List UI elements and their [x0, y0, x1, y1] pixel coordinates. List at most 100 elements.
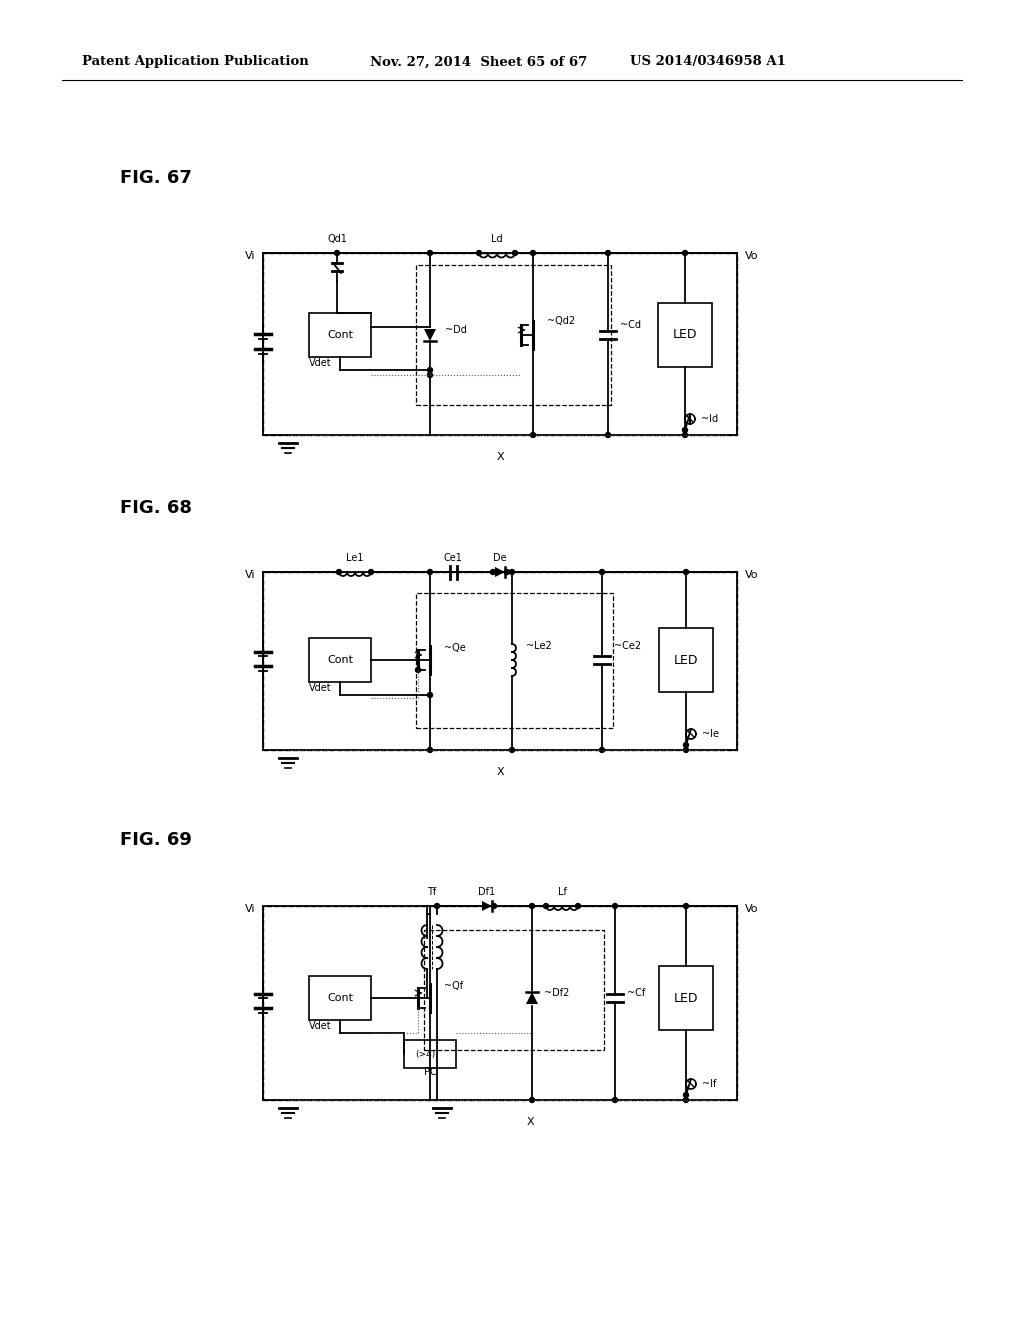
Text: ~Qf: ~Qf: [444, 981, 463, 991]
Text: LED: LED: [674, 991, 698, 1005]
Circle shape: [427, 367, 432, 372]
Bar: [416, 265, 610, 405]
Circle shape: [683, 742, 688, 747]
Polygon shape: [424, 329, 436, 341]
Text: Vdet: Vdet: [309, 1020, 332, 1031]
Circle shape: [434, 903, 439, 908]
Bar: [416, 593, 612, 727]
Text: Vi: Vi: [245, 904, 255, 913]
Circle shape: [335, 251, 340, 256]
Circle shape: [490, 569, 496, 574]
Text: Cont: Cont: [327, 330, 353, 341]
Text: ~Qd2: ~Qd2: [547, 315, 575, 326]
Circle shape: [612, 1097, 617, 1102]
Circle shape: [529, 903, 535, 908]
Text: ~Cd: ~Cd: [620, 319, 641, 330]
Circle shape: [683, 569, 688, 574]
Circle shape: [369, 569, 374, 574]
Text: Vo: Vo: [745, 251, 759, 261]
Text: ~Dd: ~Dd: [445, 325, 467, 335]
Circle shape: [530, 251, 536, 256]
Text: Cont: Cont: [327, 655, 353, 665]
Text: Vdet: Vdet: [309, 358, 332, 368]
Circle shape: [505, 569, 510, 574]
Polygon shape: [482, 902, 492, 911]
Circle shape: [510, 569, 514, 574]
Text: ~If: ~If: [702, 1078, 717, 1089]
Text: ~Le2: ~Le2: [526, 642, 552, 651]
Text: ~Id: ~Id: [701, 414, 718, 424]
Text: Vi: Vi: [245, 570, 255, 579]
Text: De: De: [494, 553, 507, 564]
Text: Vi: Vi: [245, 251, 255, 261]
Bar: [404, 1040, 456, 1068]
Text: Nov. 27, 2014  Sheet 65 of 67: Nov. 27, 2014 Sheet 65 of 67: [370, 55, 587, 69]
Text: US 2014/0346958 A1: US 2014/0346958 A1: [630, 55, 785, 69]
Text: ~Ie: ~Ie: [702, 729, 719, 739]
Text: Qd1: Qd1: [327, 234, 347, 244]
Text: Ld: Ld: [492, 234, 503, 244]
Circle shape: [575, 903, 581, 908]
Text: ~Ce2: ~Ce2: [614, 642, 641, 651]
Circle shape: [683, 428, 687, 433]
Circle shape: [544, 903, 549, 908]
Circle shape: [612, 903, 617, 908]
Bar: [263, 572, 737, 750]
Circle shape: [492, 903, 497, 908]
Text: Lf: Lf: [557, 887, 566, 898]
Circle shape: [427, 747, 432, 752]
Circle shape: [337, 569, 341, 574]
Circle shape: [605, 251, 610, 256]
Text: Vo: Vo: [745, 570, 759, 579]
Text: Vo: Vo: [745, 904, 759, 913]
Text: Df1: Df1: [478, 887, 496, 898]
Text: FIG. 67: FIG. 67: [120, 169, 191, 187]
Circle shape: [510, 747, 514, 752]
Circle shape: [683, 747, 688, 752]
Text: Le1: Le1: [346, 553, 364, 564]
Circle shape: [476, 251, 481, 256]
Circle shape: [683, 251, 687, 256]
Bar: [309, 975, 371, 1020]
Bar: [263, 906, 737, 1100]
Bar: [658, 304, 712, 367]
Polygon shape: [526, 993, 538, 1005]
Circle shape: [427, 693, 432, 697]
Circle shape: [599, 569, 604, 574]
Text: X: X: [497, 767, 504, 777]
Text: Cont: Cont: [327, 993, 353, 1003]
Text: LED: LED: [674, 653, 698, 667]
Circle shape: [683, 1097, 688, 1102]
Bar: [309, 313, 371, 356]
Text: FIG. 69: FIG. 69: [120, 832, 191, 849]
Circle shape: [599, 747, 604, 752]
Text: (>4): (>4): [415, 1049, 435, 1059]
Circle shape: [427, 251, 432, 256]
Bar: [659, 628, 713, 692]
Circle shape: [427, 569, 432, 574]
Bar: [309, 638, 371, 682]
Text: ~Df2: ~Df2: [544, 987, 569, 998]
Text: Patent Application Publication: Patent Application Publication: [82, 55, 309, 69]
Text: ~Qe: ~Qe: [444, 643, 466, 653]
Text: FIG. 68: FIG. 68: [120, 499, 193, 517]
Text: X: X: [497, 451, 504, 462]
Text: Ce1: Ce1: [443, 553, 463, 564]
Bar: [424, 931, 604, 1049]
Circle shape: [529, 1097, 535, 1102]
Text: Tf: Tf: [427, 887, 436, 898]
Circle shape: [683, 1093, 688, 1097]
Text: LED: LED: [673, 329, 697, 342]
Bar: [263, 253, 737, 436]
Text: Vdet: Vdet: [309, 682, 332, 693]
Text: X: X: [526, 1117, 534, 1127]
Circle shape: [427, 372, 432, 378]
Circle shape: [605, 433, 610, 437]
Circle shape: [530, 433, 536, 437]
Circle shape: [683, 903, 688, 908]
Circle shape: [416, 668, 421, 672]
Text: PC: PC: [424, 1067, 436, 1077]
Circle shape: [683, 433, 687, 437]
Bar: [659, 966, 713, 1030]
Circle shape: [512, 251, 517, 256]
